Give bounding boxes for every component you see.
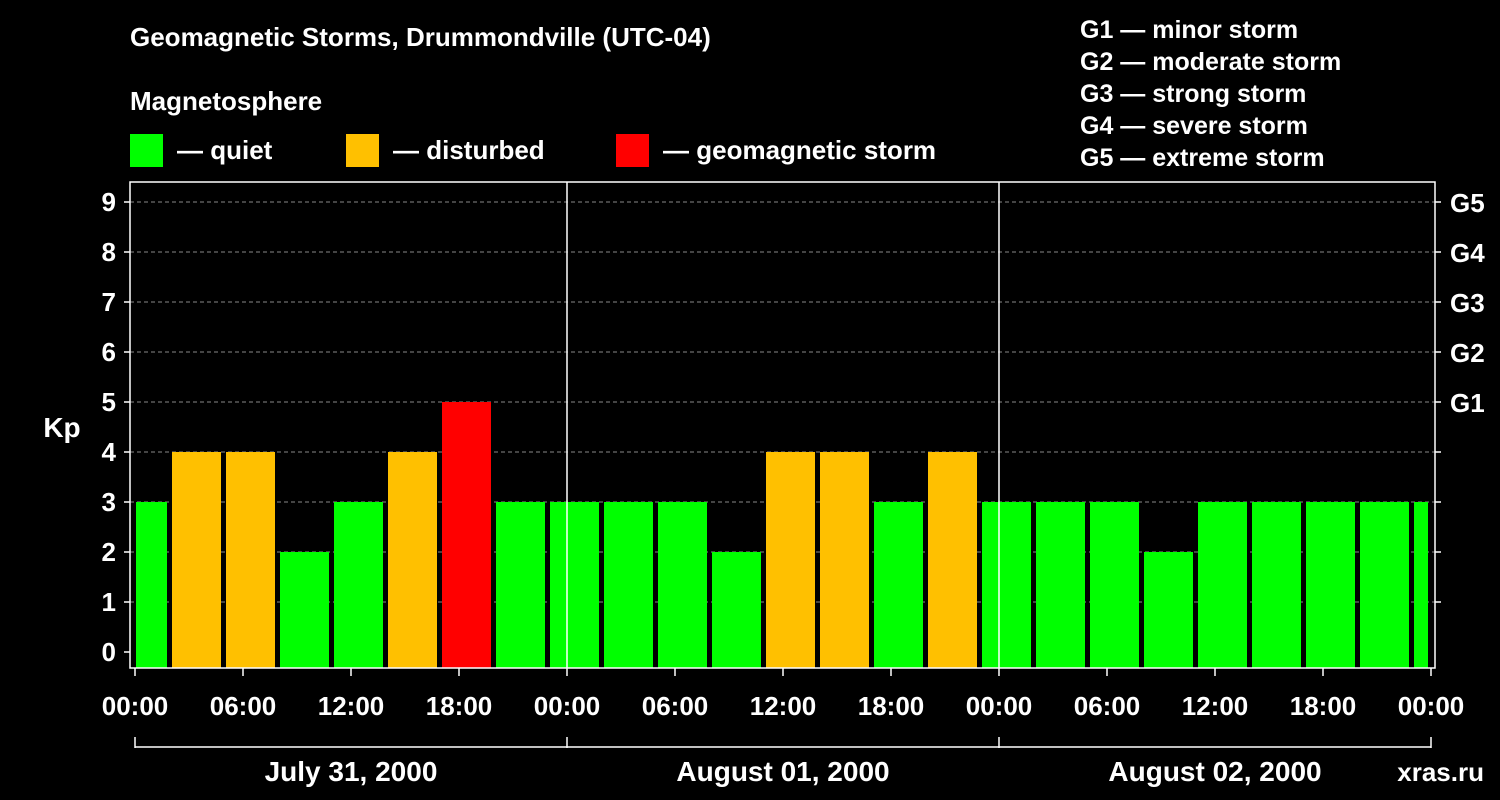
kp-bar-16 <box>982 502 1031 668</box>
x-tick-label-1: 06:00 <box>210 691 277 721</box>
g-level-label-g1: G1 <box>1450 388 1485 418</box>
legend-quiet-label: — quiet <box>177 134 273 165</box>
g2-legend: G2 — moderate storm <box>1080 48 1342 76</box>
x-tick-label-9: 06:00 <box>1074 691 1141 721</box>
legend-disturbed: — disturbed <box>346 133 545 167</box>
y-tick-label-9: 9 <box>102 187 116 217</box>
kp-bar-23 <box>1360 502 1409 668</box>
y-tick-label-1: 1 <box>102 587 116 617</box>
g-level-label-g2: G2 <box>1450 338 1485 368</box>
kp-bar-2 <box>226 452 275 668</box>
legend-quiet: — quiet <box>130 133 272 167</box>
y-tick-label-8: 8 <box>102 237 116 267</box>
kp-bar-20 <box>1198 502 1247 668</box>
x-tick-label-11: 18:00 <box>1290 691 1357 721</box>
day-label-0: July 31, 2000 <box>265 756 438 787</box>
legend-disturbed-swatch <box>346 133 379 167</box>
y-tick-label-3: 3 <box>102 487 116 517</box>
day-label-1: August 01, 2000 <box>676 756 889 787</box>
y-tick-label-5: 5 <box>102 387 116 417</box>
chart-subtitle: Magnetosphere <box>130 86 323 116</box>
g4-legend: G4 — severe storm <box>1080 112 1308 140</box>
kp-bar-7 <box>496 502 545 668</box>
kp-bar-21 <box>1252 502 1301 668</box>
x-tick-label-8: 00:00 <box>966 691 1033 721</box>
kp-bar-9 <box>604 502 653 668</box>
kp-bar-8 <box>550 502 599 668</box>
x-tick-label-3: 18:00 <box>426 691 493 721</box>
kp-bar-14 <box>874 502 923 668</box>
kp-bar-0 <box>136 502 167 668</box>
g-level-label-g5: G5 <box>1450 188 1485 218</box>
legend-quiet-swatch <box>130 133 163 167</box>
g-scale-legend: G1 — minor storm G2 — moderate storm G3 … <box>1080 14 1341 174</box>
x-tick-label-6: 12:00 <box>750 691 817 721</box>
kp-bar-5 <box>388 452 437 668</box>
kp-bar-15 <box>928 452 977 668</box>
g-level-label-g3: G3 <box>1450 288 1485 318</box>
y-tick-label-6: 6 <box>102 337 116 367</box>
kp-bar-1 <box>172 452 221 668</box>
y-axis-label: Kp <box>43 412 80 443</box>
day-label-2: August 02, 2000 <box>1108 756 1321 787</box>
x-tick-label-5: 06:00 <box>642 691 709 721</box>
g5-legend: G5 — extreme storm <box>1080 144 1325 172</box>
g1-legend: G1 — minor storm <box>1080 16 1299 44</box>
kp-bar-22 <box>1306 502 1355 668</box>
kp-bar-24 <box>1414 502 1428 668</box>
x-tick-label-2: 12:00 <box>318 691 385 721</box>
watermark: xras.ru <box>1397 757 1484 787</box>
g3-legend: G3 — strong storm <box>1080 80 1307 108</box>
kp-bar-19 <box>1144 552 1193 668</box>
x-tick-label-0: 00:00 <box>102 691 169 721</box>
x-tick-label-10: 12:00 <box>1182 691 1249 721</box>
y-tick-label-2: 2 <box>102 537 116 567</box>
legend-storm: — geomagnetic storm <box>616 133 936 167</box>
kp-bar-11 <box>712 552 761 668</box>
y-tick-label-7: 7 <box>102 287 116 317</box>
legend-disturbed-label: — disturbed <box>393 134 545 165</box>
chart-title: Geomagnetic Storms, Drummondville (UTC-0… <box>130 22 711 52</box>
x-tick-label-12: 00:00 <box>1398 691 1465 721</box>
y-tick-label-0: 0 <box>102 637 116 667</box>
kp-bar-6 <box>442 402 491 668</box>
kp-bar-3 <box>280 552 329 668</box>
kp-bar-13 <box>820 452 869 668</box>
y-tick-label-4: 4 <box>102 437 117 467</box>
kp-bar-10 <box>658 502 707 668</box>
x-tick-label-4: 00:00 <box>534 691 601 721</box>
kp-bar-12 <box>766 452 815 668</box>
legend-storm-label: — geomagnetic storm <box>663 134 937 165</box>
x-tick-label-7: 18:00 <box>858 691 925 721</box>
legend-storm-swatch <box>616 133 649 167</box>
g-level-label-g4: G4 <box>1450 238 1485 268</box>
kp-bar-17 <box>1036 502 1085 668</box>
kp-bar-4 <box>334 502 383 668</box>
kp-bar-18 <box>1090 502 1139 668</box>
